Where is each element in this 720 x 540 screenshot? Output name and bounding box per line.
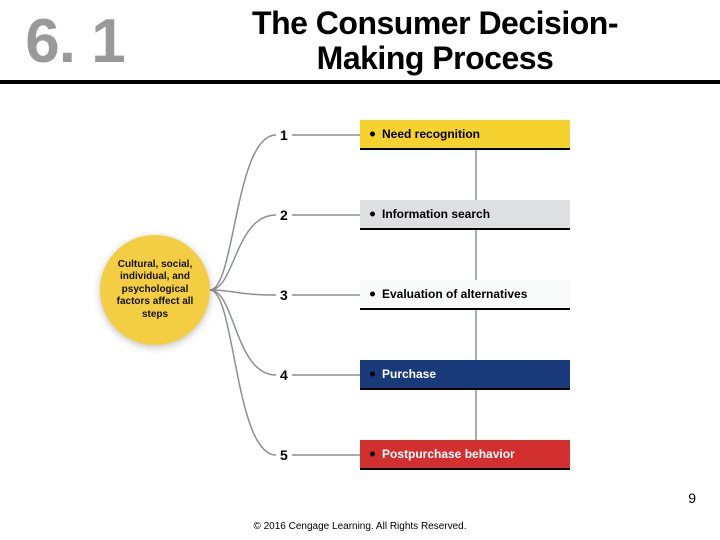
step-box-4: Purchase: [360, 360, 570, 390]
slide-title: The Consumer Decision- Making Process: [150, 0, 720, 80]
title-line-1: The Consumer Decision-: [252, 5, 618, 41]
step-box-2: Information search: [360, 200, 570, 230]
process-diagram: Cultural, social, individual, and psycho…: [0, 100, 720, 480]
step-number-5: 5: [280, 447, 288, 463]
step-box-1: Need recognition: [360, 120, 570, 150]
step-number-3: 3: [280, 287, 288, 303]
slide-number: 9: [688, 490, 696, 506]
copyright: © 2016 Cengage Learning. All Rights Rese…: [0, 521, 720, 532]
section-number: 6. 1: [0, 0, 150, 80]
step-box-3: Evaluation of alternatives: [360, 280, 570, 310]
factors-circle: Cultural, social, individual, and psycho…: [100, 235, 210, 345]
step-number-4: 4: [280, 367, 288, 383]
step-number-1: 1: [280, 127, 288, 143]
slide-header: 6. 1 The Consumer Decision- Making Proce…: [0, 0, 720, 84]
title-line-2: Making Process: [317, 40, 554, 76]
step-box-5: Postpurchase behavior: [360, 440, 570, 470]
step-number-2: 2: [280, 207, 288, 223]
